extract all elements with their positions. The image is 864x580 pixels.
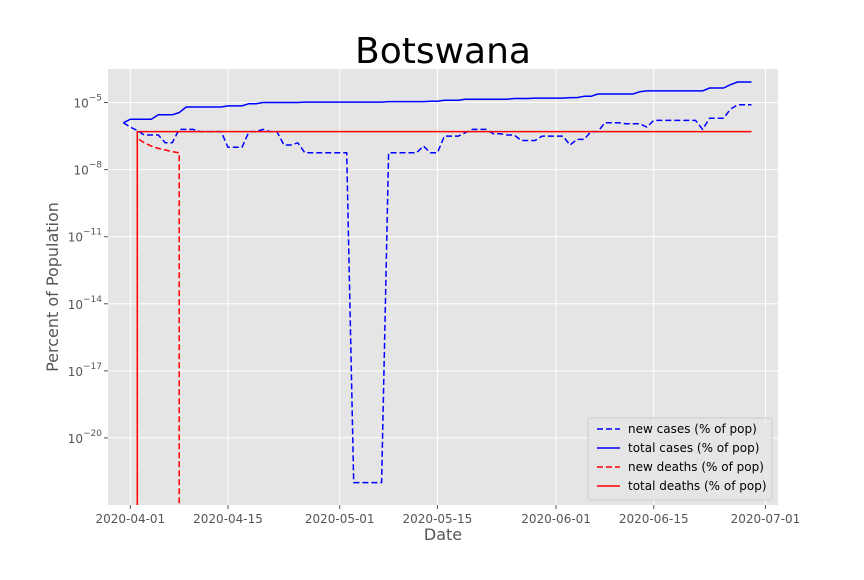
y-axis-label: Percent of Population xyxy=(43,202,62,372)
x-tick-label: 2020-04-15 xyxy=(193,512,263,526)
y-tick-label: 10−11 xyxy=(68,228,102,245)
legend: new cases (% of pop) total cases (% of po… xyxy=(587,417,773,501)
y-tick-exponent: −20 xyxy=(83,429,102,439)
x-tick-label: 2020-05-15 xyxy=(403,512,473,526)
x-tick-label: 2020-05-01 xyxy=(305,512,375,526)
y-tick-base: 10 xyxy=(68,432,83,446)
series-layer xyxy=(122,81,752,505)
axes: 2020-04-01 2020-04-15 2020-05-01 2020-05-15… xyxy=(68,94,801,526)
legend-label: new deaths (% of pop) xyxy=(628,460,764,474)
y-tick-exponent: −11 xyxy=(83,228,102,238)
y-tick-base: 10 xyxy=(68,365,83,379)
series-line-1 xyxy=(123,81,752,124)
legend-label: new cases (% of pop) xyxy=(628,422,757,436)
y-tick-base: 10 xyxy=(68,298,83,312)
legend-box xyxy=(587,417,773,501)
y-tick-label: 10−8 xyxy=(73,161,102,178)
legend-label: total deaths (% of pop) xyxy=(628,479,767,493)
y-tick-exponent: −17 xyxy=(83,362,102,372)
y-tick-base: 10 xyxy=(68,231,83,245)
legend-label: total cases (% of pop) xyxy=(628,441,759,455)
x-tick-label: 2020-06-15 xyxy=(619,512,689,526)
y-tick-base: 10 xyxy=(73,97,88,111)
y-tick-exponent: −14 xyxy=(83,295,102,305)
x-axis-label: Date xyxy=(424,525,462,544)
x-tick-label: 2020-04-01 xyxy=(95,512,165,526)
y-tick-label: 10−20 xyxy=(68,429,103,446)
y-tick-label: 10−5 xyxy=(73,94,102,111)
series-line-3 xyxy=(136,130,752,505)
series-line-2 xyxy=(136,137,180,505)
y-tick-base: 10 xyxy=(73,164,88,178)
chart-title: Botswana xyxy=(355,31,531,72)
x-tick-label: 2020-06-01 xyxy=(521,512,591,526)
y-tick-exponent: −8 xyxy=(89,161,103,171)
series-line-0 xyxy=(122,104,752,484)
y-tick-label: 10−14 xyxy=(68,295,103,312)
y-tick-label: 10−17 xyxy=(68,362,102,379)
x-tick-label: 2020-07-01 xyxy=(731,512,801,526)
y-tick-exponent: −5 xyxy=(89,94,102,104)
